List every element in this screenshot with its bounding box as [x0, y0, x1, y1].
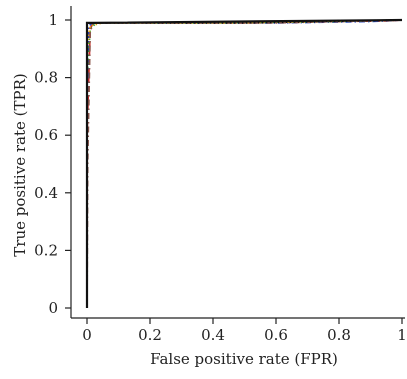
y-axis-title: True positive rate (TPR) — [11, 73, 29, 256]
x-tick-label: 0.8 — [327, 326, 351, 344]
series-line-1 — [86, 19, 403, 308]
series-line-7 — [86, 19, 403, 308]
x-tick-label: 0.4 — [201, 326, 225, 344]
x-axis-title: False positive rate (FPR) — [150, 350, 338, 368]
series-line-2 — [86, 19, 403, 308]
axes-layer — [70, 6, 405, 319]
y-tick-label: 0.4 — [34, 184, 58, 202]
series-layer — [85, 18, 403, 309]
x-ticks: 0 0.2 0.4 0.6 0.8 1 — [82, 318, 407, 344]
x-tick-label: 0.6 — [264, 326, 288, 344]
y-tick-label: 0 — [48, 299, 58, 317]
series-line-4 — [86, 19, 403, 308]
y-tick-label: 0.2 — [34, 241, 58, 259]
y-tick-label: 1 — [48, 11, 58, 29]
x-tick-label: 0 — [82, 326, 92, 344]
y-tick-label: 0.8 — [34, 69, 58, 87]
y-ticks: 0 0.2 0.4 0.6 0.8 1 — [34, 11, 71, 317]
y-tick-label: 0.6 — [34, 126, 58, 144]
series-line-6 — [85, 18, 403, 308]
series-line-3 — [86, 19, 403, 308]
x-tick-label: 0.2 — [138, 326, 162, 344]
x-tick-label: 1 — [397, 326, 407, 344]
series-line-5 — [86, 19, 403, 309]
